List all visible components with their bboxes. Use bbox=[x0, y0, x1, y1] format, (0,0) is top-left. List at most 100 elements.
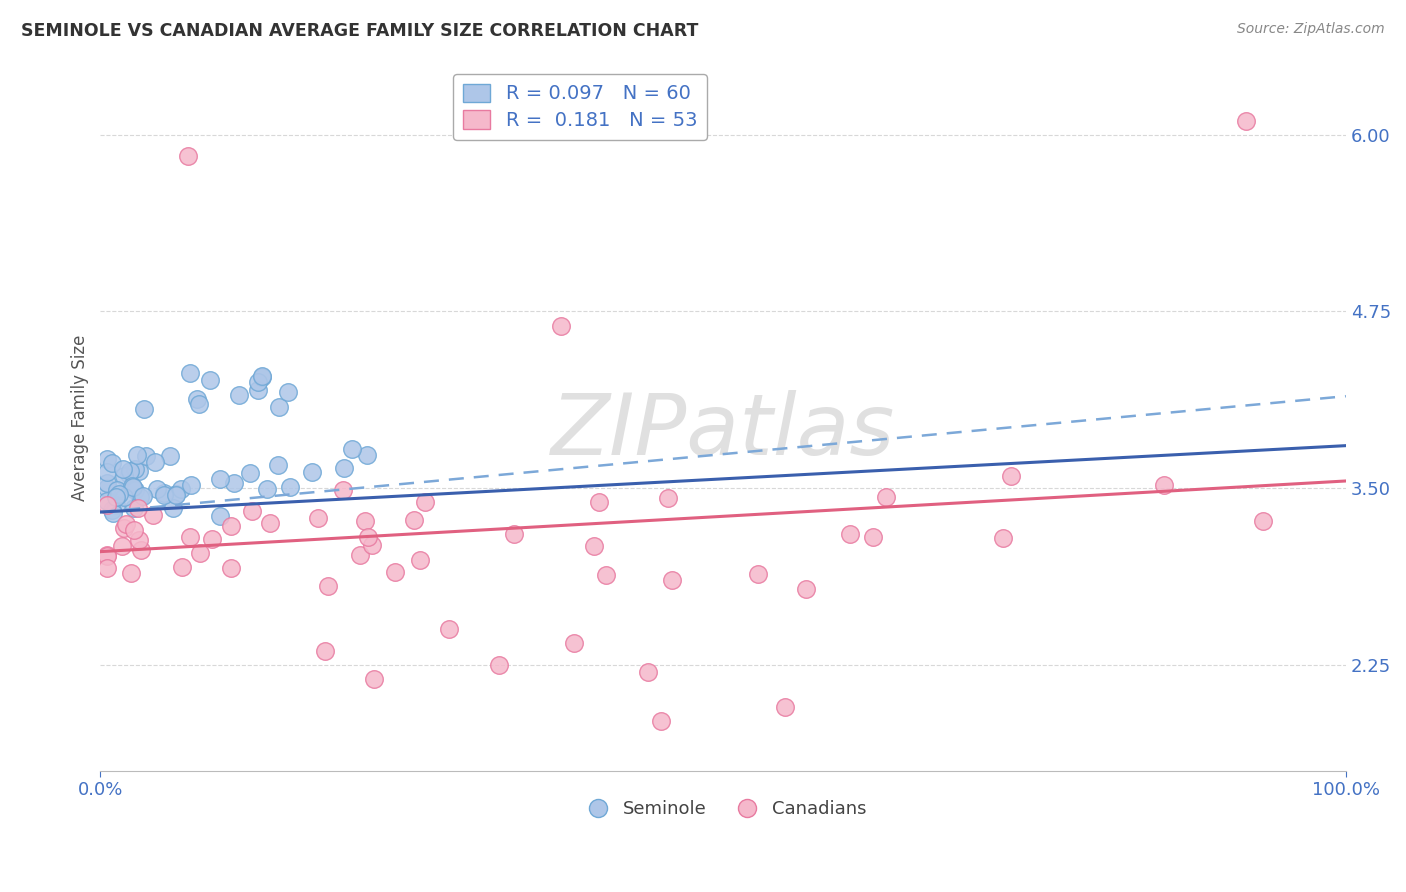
Point bbox=[361, 538, 384, 552]
Point bbox=[277, 385, 299, 400]
Point bbox=[1153, 478, 1175, 492]
Point bbox=[240, 504, 263, 518]
Point bbox=[146, 483, 169, 497]
Point bbox=[108, 487, 131, 501]
Point bbox=[384, 566, 406, 580]
Point bbox=[122, 523, 145, 537]
Point bbox=[96, 494, 118, 508]
Y-axis label: Average Family Size: Average Family Size bbox=[72, 334, 89, 500]
Point bbox=[101, 503, 124, 517]
Point bbox=[332, 483, 354, 497]
Point bbox=[105, 483, 128, 497]
Point bbox=[176, 149, 198, 163]
Point bbox=[307, 511, 329, 525]
Legend: Seminole, Canadians: Seminole, Canadians bbox=[572, 793, 873, 825]
Point bbox=[562, 636, 585, 650]
Point bbox=[333, 460, 356, 475]
Point bbox=[96, 481, 118, 495]
Point bbox=[166, 488, 188, 502]
Point bbox=[135, 449, 157, 463]
Text: SEMINOLE VS CANADIAN AVERAGE FAMILY SIZE CORRELATION CHART: SEMINOLE VS CANADIAN AVERAGE FAMILY SIZE… bbox=[21, 22, 699, 40]
Point bbox=[246, 383, 269, 397]
Point bbox=[208, 472, 231, 486]
Point bbox=[349, 548, 371, 562]
Point bbox=[127, 448, 149, 462]
Point bbox=[180, 478, 202, 492]
Point bbox=[129, 490, 152, 504]
Point bbox=[661, 573, 683, 587]
Point bbox=[794, 582, 817, 596]
Point bbox=[188, 546, 211, 560]
Point bbox=[280, 480, 302, 494]
Point bbox=[219, 519, 242, 533]
Point bbox=[153, 488, 176, 502]
Point bbox=[267, 401, 290, 415]
Point bbox=[409, 553, 432, 567]
Point bbox=[402, 513, 425, 527]
Point bbox=[112, 462, 135, 476]
Point bbox=[100, 456, 122, 470]
Point bbox=[121, 479, 143, 493]
Point bbox=[131, 489, 153, 503]
Point bbox=[200, 373, 222, 387]
Point bbox=[124, 462, 146, 476]
Point bbox=[301, 465, 323, 479]
Point bbox=[121, 480, 143, 494]
Point bbox=[201, 532, 224, 546]
Point bbox=[1000, 469, 1022, 483]
Point bbox=[96, 549, 118, 563]
Point bbox=[356, 448, 378, 462]
Point bbox=[875, 490, 897, 504]
Point bbox=[112, 490, 135, 504]
Point bbox=[103, 506, 125, 520]
Point bbox=[650, 714, 672, 729]
Point bbox=[503, 526, 526, 541]
Point bbox=[120, 464, 142, 478]
Point bbox=[209, 509, 232, 524]
Point bbox=[112, 469, 135, 483]
Point bbox=[991, 532, 1014, 546]
Point bbox=[583, 539, 606, 553]
Point bbox=[96, 498, 118, 512]
Point bbox=[104, 498, 127, 512]
Point bbox=[128, 533, 150, 548]
Point bbox=[550, 318, 572, 333]
Point bbox=[775, 700, 797, 714]
Point bbox=[142, 508, 165, 523]
Point bbox=[267, 458, 290, 472]
Point bbox=[250, 369, 273, 384]
Point bbox=[363, 672, 385, 686]
Text: Source: ZipAtlas.com: Source: ZipAtlas.com bbox=[1237, 22, 1385, 37]
Point bbox=[221, 561, 243, 575]
Point bbox=[357, 530, 380, 544]
Point bbox=[159, 449, 181, 463]
Point bbox=[120, 566, 142, 580]
Point bbox=[657, 491, 679, 505]
Point bbox=[111, 539, 134, 553]
Point bbox=[105, 490, 128, 504]
Point bbox=[96, 476, 118, 491]
Point bbox=[179, 366, 201, 380]
Point bbox=[128, 464, 150, 478]
Point bbox=[340, 442, 363, 456]
Point bbox=[124, 483, 146, 497]
Point bbox=[1251, 514, 1274, 528]
Point bbox=[179, 530, 201, 544]
Point bbox=[437, 623, 460, 637]
Point bbox=[96, 549, 118, 563]
Point bbox=[162, 500, 184, 515]
Point bbox=[239, 466, 262, 480]
Point bbox=[1234, 113, 1257, 128]
Point bbox=[222, 475, 245, 490]
Text: ZIPatlas: ZIPatlas bbox=[551, 390, 896, 473]
Point bbox=[96, 561, 118, 575]
Point bbox=[115, 516, 138, 531]
Point bbox=[862, 530, 884, 544]
Point bbox=[118, 467, 141, 482]
Point bbox=[165, 487, 187, 501]
Point bbox=[747, 567, 769, 582]
Point bbox=[413, 495, 436, 509]
Point bbox=[129, 542, 152, 557]
Point bbox=[259, 516, 281, 530]
Point bbox=[838, 527, 860, 541]
